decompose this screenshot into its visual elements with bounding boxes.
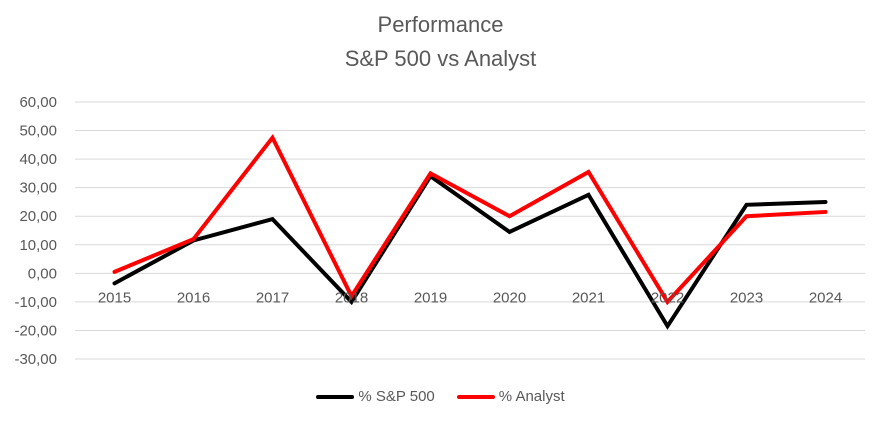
series-line-analyst [112, 133, 828, 306]
legend-item-analyst: % Analyst [456, 388, 565, 405]
legend-label-sp500: % S&P 500 [358, 388, 435, 405]
x-tick-label: 2016 [177, 289, 210, 306]
x-tick-label: 2024 [809, 289, 842, 306]
legend-label-analyst: % Analyst [498, 388, 565, 405]
y-tick-label: 60,00 [19, 94, 57, 111]
chart-subtitle: S&P 500 vs Analyst [344, 46, 537, 71]
y-tick-label: 0,00 [28, 265, 57, 282]
x-tick-label: 2015 [98, 289, 131, 306]
x-tick-label: 2018 [335, 289, 368, 306]
legend-item-sp500: % S&P 500 [316, 388, 435, 405]
x-tick-label: 2019 [414, 289, 447, 306]
x-tick-label: 2017 [256, 289, 289, 306]
legend-swatch-analyst [456, 394, 495, 399]
series-line-sp500 [112, 173, 828, 330]
chart-title: Performance [377, 12, 504, 37]
y-tick-label: -20,00 [14, 322, 57, 339]
y-tick-label: 30,00 [19, 180, 57, 197]
y-tick-label: -30,00 [14, 351, 57, 368]
chart-legend: % S&P 500 % Analyst [0, 388, 881, 405]
x-tick-label: 2020 [493, 289, 526, 306]
x-tick-label: 2023 [730, 289, 763, 306]
y-tick-label: 10,00 [19, 237, 57, 254]
y-tick-label: 40,00 [19, 151, 57, 168]
x-tick-label: 2021 [572, 289, 605, 306]
y-tick-label: 50,00 [19, 123, 57, 140]
legend-swatch-sp500 [316, 394, 355, 399]
y-tick-label: 20,00 [19, 208, 57, 225]
y-tick-label: -10,00 [14, 294, 57, 311]
x-tick-label: 2022 [651, 289, 684, 306]
